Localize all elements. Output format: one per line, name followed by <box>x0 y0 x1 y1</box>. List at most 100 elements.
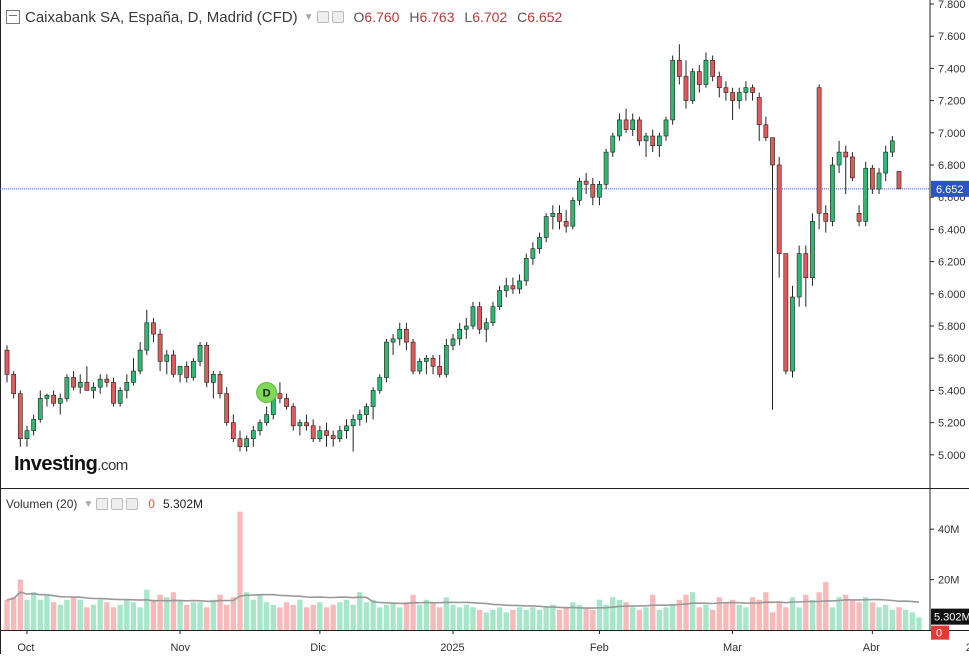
volume-bar <box>736 604 742 630</box>
volume-bar <box>124 599 130 630</box>
volume-bar <box>204 607 210 630</box>
candle-up <box>537 237 542 250</box>
candle-down <box>204 345 210 383</box>
candle-up <box>137 349 143 372</box>
volume-bar <box>443 597 450 630</box>
volume-bar <box>889 609 896 630</box>
volume-bar <box>57 604 63 630</box>
candle-up <box>530 248 536 259</box>
volume-bar <box>184 604 190 630</box>
volume-bar <box>902 609 909 630</box>
chart-header: Caixabank SA, España, D, Madrid (CFD) ▼ … <box>6 6 562 28</box>
low-value: 6.702 <box>472 9 508 25</box>
volume-bar <box>789 597 796 630</box>
volume-bar <box>530 607 536 630</box>
candle-down <box>563 221 569 227</box>
candle-down <box>104 378 110 383</box>
candle-up <box>337 430 343 439</box>
candle-down <box>284 398 289 407</box>
volume-bar <box>130 602 137 630</box>
volume-bar <box>590 609 596 630</box>
menu-icon[interactable] <box>6 10 20 24</box>
last-price-label: 6.652 <box>936 184 964 196</box>
candle-down <box>330 435 336 440</box>
close-value: 6.652 <box>527 9 563 25</box>
visibility-icon[interactable] <box>316 11 329 23</box>
candle-up <box>690 71 696 101</box>
volume-bar <box>277 607 283 630</box>
price-tick-label: 5.600 <box>938 353 966 365</box>
candle-up <box>577 180 582 201</box>
volume-bar <box>536 609 543 630</box>
candle-down <box>310 425 316 440</box>
candle-down <box>696 71 702 85</box>
candle-up <box>377 377 383 391</box>
volume-tick-label: 40M <box>938 524 959 536</box>
candle-up <box>443 345 449 375</box>
volume-bar <box>749 597 756 630</box>
candle-down <box>477 306 482 330</box>
candle-up <box>197 345 203 362</box>
volume-bar <box>190 602 197 630</box>
volume-chevron-icon[interactable]: ▼ <box>83 498 94 510</box>
volume-bar <box>350 604 356 630</box>
candle-down <box>723 87 729 93</box>
volume-settings-icon[interactable] <box>111 498 124 510</box>
candle-up <box>543 216 549 238</box>
candle-up <box>603 151 609 185</box>
settings-icon[interactable] <box>331 11 344 23</box>
volume-bar <box>763 592 769 630</box>
volume-label: Volumen (20) <box>6 497 78 511</box>
candle-up <box>250 430 256 439</box>
candle-up <box>397 328 403 340</box>
volume-bar <box>843 594 849 630</box>
volume-bar <box>796 607 802 630</box>
volume-bar <box>390 602 396 630</box>
time-tick-label: Nov <box>170 642 190 654</box>
high-label: H <box>409 9 420 25</box>
volume-close-icon[interactable] <box>126 498 139 510</box>
candle-down <box>184 365 190 378</box>
candle-down <box>683 76 689 101</box>
volume-bar <box>603 604 609 630</box>
volume-bar <box>583 607 589 630</box>
volume-bar <box>809 599 816 630</box>
volume-header: Volumen (20) ▼ 0 5.302M <box>6 497 203 511</box>
volume-bar <box>623 602 629 630</box>
volume-bar <box>417 604 423 630</box>
candle-up <box>44 394 50 399</box>
volume-bar <box>836 597 842 630</box>
candle-down <box>756 97 762 126</box>
candle-up <box>350 419 356 427</box>
volume-bar <box>916 617 922 630</box>
volume-bar <box>783 607 789 630</box>
volume-bar <box>177 599 183 630</box>
volume-bar <box>383 604 390 630</box>
volume-bar <box>743 607 749 630</box>
time-tick-label: Mar <box>723 642 742 654</box>
volume-bar <box>110 607 117 630</box>
volume-bar <box>104 602 110 630</box>
price-tick-label: 7.800 <box>938 0 966 11</box>
candle-up <box>570 200 576 227</box>
candle-up <box>790 296 795 372</box>
candle-up <box>97 378 103 388</box>
volume-bar <box>330 604 336 630</box>
volume-bar <box>543 607 549 630</box>
volume-bar <box>616 599 623 630</box>
time-tick-label: Abr <box>863 642 880 654</box>
candle-up <box>876 172 882 190</box>
candle-up <box>883 151 889 174</box>
volume-bar <box>563 607 569 630</box>
volume-visibility-icon[interactable] <box>96 498 109 510</box>
candle-up <box>297 422 303 427</box>
candle-down <box>111 382 116 404</box>
candle-up <box>131 370 136 383</box>
chevron-down-icon[interactable]: ▼ <box>303 11 314 23</box>
candle-up <box>390 338 396 343</box>
volume-bar <box>310 604 316 630</box>
candle-down <box>277 393 283 399</box>
candle-up <box>264 414 269 423</box>
